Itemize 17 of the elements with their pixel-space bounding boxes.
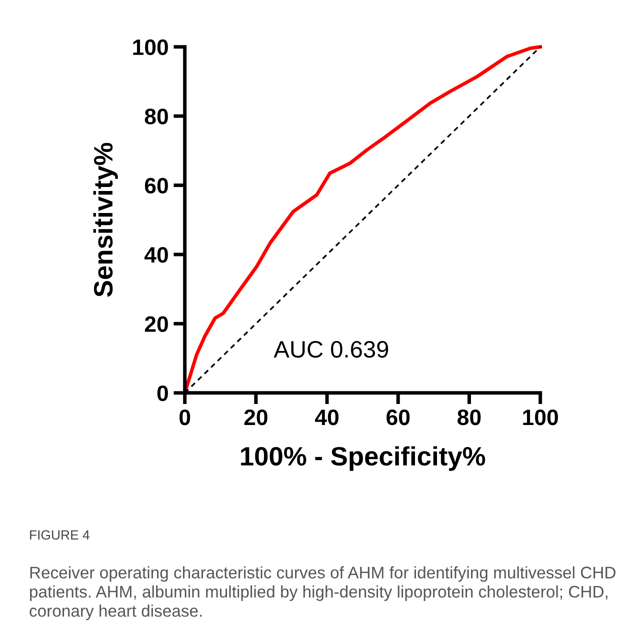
x-tick-label: 0 [180, 409, 190, 426]
y-tick-label: 100 [133, 39, 168, 56]
y-tick-label: 40 [144, 247, 168, 263]
y-tick-label: 0 [157, 385, 168, 402]
x-tick-label: 20 [244, 409, 268, 426]
x-tick-label: 60 [386, 409, 410, 426]
text: Receiver operating characteristic curves of AHM for identifying multivessel CHD patients. AHM, albumin multiplied by high-density lipoprotein cholesterol; CHD, coronary heart disease. [30, 566, 616, 620]
y-tick-label: 20 [144, 316, 168, 332]
annotation: AUC 0.639 [274, 341, 388, 358]
y-tick-label: 80 [144, 108, 168, 124]
y-tick-label: 60 [144, 178, 168, 194]
x-tick-label: 100 [523, 409, 558, 426]
x-axis-title: 100% - Specificity% [241, 446, 486, 471]
x-tick-label: 80 [458, 409, 481, 426]
x-tick-label: 40 [315, 409, 338, 426]
y-axis-title: Sensitivity% [93, 142, 118, 297]
caption: FIGURE 4 [30, 530, 90, 540]
